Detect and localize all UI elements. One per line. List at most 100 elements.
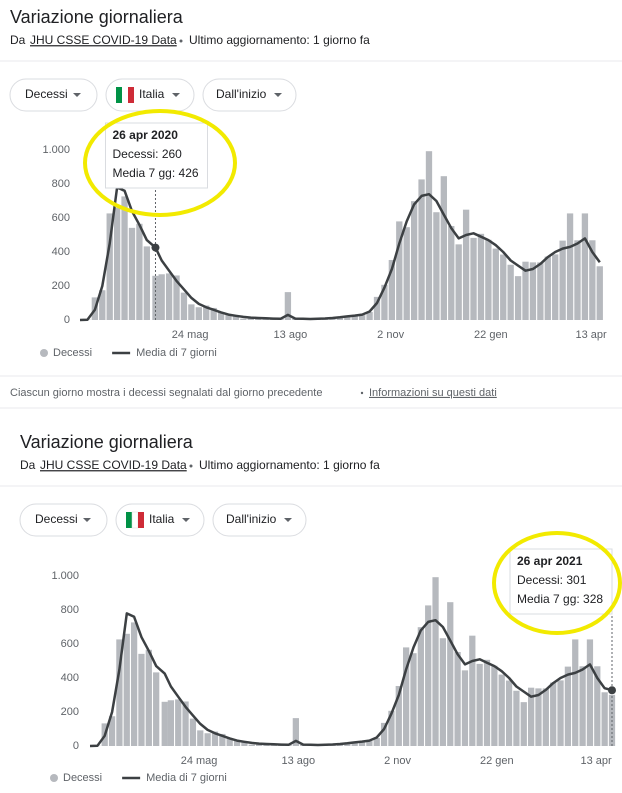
dropdown-arrow [172,93,180,97]
bar [462,209,470,320]
x-tick-label: 13 apr [580,755,612,767]
bar [152,275,159,320]
flag [126,511,144,529]
bar [432,577,439,746]
bar [559,240,566,320]
bar [138,653,145,746]
bar [113,207,121,320]
button-label: Decessi [35,512,78,526]
bar [175,699,182,746]
y-tick-label: 200 [61,706,79,718]
bar [226,738,233,746]
y-tick-label: 600 [61,638,79,650]
bar [477,233,485,320]
bar [130,622,138,746]
separator [189,464,193,468]
bar [373,296,381,320]
button-label: Decessi [25,87,68,101]
bar [579,666,586,746]
separator [360,391,364,395]
bar [106,213,113,320]
dropdown-arrow [182,518,190,522]
bar [232,316,240,320]
bar [513,690,520,746]
bar [292,718,299,746]
bar [358,741,366,746]
bar [381,284,388,320]
bar [396,221,403,320]
flag [116,87,134,103]
bar [165,273,173,320]
tooltip-daily: Decessi: 301 [517,573,587,587]
bar [270,745,277,746]
y-tick-label: 200 [52,280,70,292]
bar [195,307,202,320]
bar [528,687,535,746]
bar [520,702,527,746]
bar [99,290,106,320]
bar [586,639,594,746]
bar [395,685,402,746]
bar [469,635,476,746]
bar [572,639,579,746]
bar [596,266,603,320]
tooltip-avg: Media 7 gg: 328 [517,592,603,606]
bar [447,602,454,746]
source-link[interactable]: JHU CSSE COVID-19 Data [40,458,187,472]
bar [542,688,549,746]
highlight-circle [492,531,622,635]
bar [514,276,522,320]
bar [366,741,373,746]
bar [121,196,128,320]
bar [498,674,505,746]
bar [507,264,514,320]
tooltip-date: 26 apr 2021 [517,554,583,568]
bar [373,738,380,746]
bar [417,627,424,746]
bar [522,261,529,320]
bar [211,731,219,746]
x-tick-label: 13 ago [274,329,308,341]
bar [359,315,366,320]
bar [167,700,174,746]
avg-line [89,612,613,748]
bar [566,213,574,320]
range-button[interactable] [202,78,297,112]
note-link[interactable]: Informazioni su questi dati [369,387,497,399]
bar [425,151,433,320]
x-tick-label: 24 mag [181,755,218,767]
bar [145,649,152,746]
bar [210,307,217,320]
hover-point [151,243,160,252]
metric-button[interactable] [9,78,98,112]
range-button[interactable] [212,503,307,537]
tooltip-date: 26 apr 2020 [112,128,178,142]
bar [537,262,544,320]
bar [505,680,513,746]
metric-button[interactable] [19,503,108,537]
bar [351,315,358,320]
bar [108,716,116,746]
bar [344,315,351,320]
x-tick-label: 22 gen [474,329,508,341]
bar [188,304,195,320]
x-tick-label: 22 gen [480,755,514,767]
bar [403,227,410,320]
y-tick-label: 0 [73,740,79,752]
bar [454,651,461,746]
bar [491,665,498,746]
bar [366,312,373,320]
tooltip [509,548,613,615]
x-tick-label: 2 nov [377,329,404,341]
source-link[interactable]: JHU CSSE COVID-19 Data [30,33,177,47]
bar [433,212,440,320]
bar [552,254,559,320]
bar [418,179,425,320]
bar [529,262,537,320]
legend-label: Decessi [63,772,102,784]
y-tick-label: 800 [61,604,79,616]
bar [247,318,254,320]
dropdown-arrow [73,93,81,97]
bar [284,292,292,320]
